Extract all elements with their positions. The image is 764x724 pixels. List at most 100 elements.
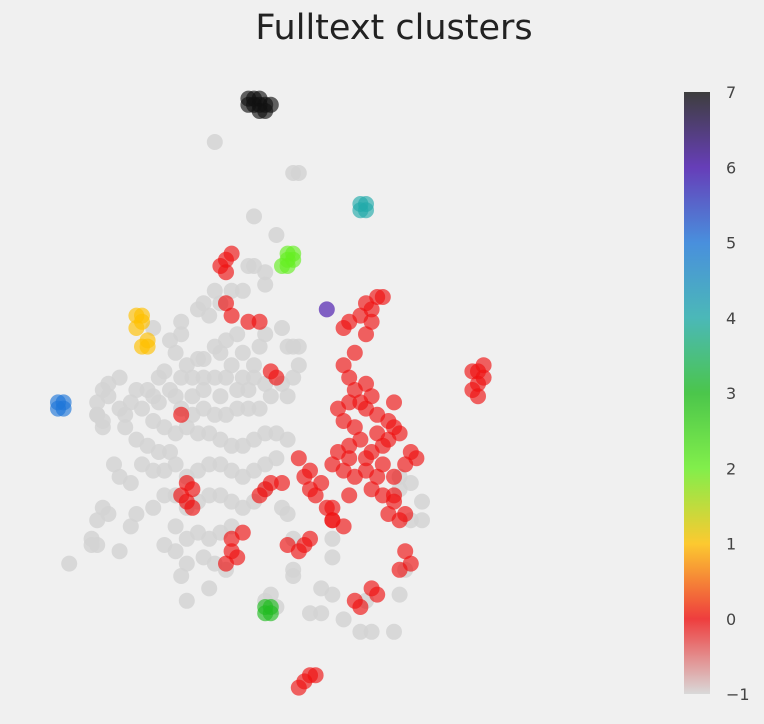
- scatter-point: [223, 437, 240, 454]
- scatter-point: [240, 258, 257, 274]
- scatter-point: [279, 431, 296, 448]
- scatter-point: [402, 475, 419, 491]
- scatter-point: [341, 394, 358, 411]
- scatter-point: [246, 357, 262, 374]
- scatter-point: [335, 611, 352, 628]
- scatter-point: [184, 499, 201, 516]
- scatter-point: [167, 543, 184, 560]
- scatter-point: [134, 400, 150, 417]
- colorbar-tick-label: 7: [726, 83, 736, 102]
- colorbar-tick-label: 4: [726, 309, 736, 328]
- scatter-point: [324, 549, 341, 566]
- scatter-point: [212, 344, 229, 361]
- scatter-point: [240, 382, 257, 398]
- scatter-point: [363, 301, 380, 318]
- scatter-point: [470, 388, 486, 405]
- scatter-point: [234, 344, 251, 361]
- scatter-point: [302, 530, 318, 547]
- scatter-point: [128, 431, 145, 448]
- scatter-point: [89, 406, 106, 423]
- scatter-point: [134, 338, 150, 355]
- scatter-point: [386, 623, 402, 640]
- scatter-point: [285, 245, 302, 262]
- scatter-point: [240, 90, 257, 107]
- scatter-point: [324, 530, 341, 547]
- scatter-point: [324, 586, 341, 603]
- scatter-point: [251, 487, 268, 504]
- scatter-point: [290, 450, 307, 467]
- scatter-point: [285, 369, 302, 386]
- scatter-point: [173, 369, 190, 386]
- colorbar-tick-label: −1: [726, 685, 750, 704]
- scatter-point: [358, 450, 374, 467]
- colorbar-ticks: −1 0 1 2 3 4 5 6 7: [726, 83, 750, 704]
- scatter-point: [335, 462, 352, 479]
- scatter-point: [128, 382, 145, 398]
- scatter-point: [279, 258, 296, 274]
- scatter-point: [229, 400, 246, 417]
- scatter-point: [167, 456, 184, 473]
- scatter-point: [363, 313, 380, 330]
- colorbar: [684, 92, 710, 694]
- scatter-point: [257, 425, 274, 442]
- scatter-point: [162, 444, 178, 460]
- scatter-point: [268, 369, 285, 386]
- scatter-point: [290, 679, 307, 696]
- scatter-point: [285, 338, 302, 355]
- colorbar-tick-label: 1: [726, 535, 736, 554]
- scatter-point: [262, 605, 279, 622]
- scatter-point: [201, 456, 218, 473]
- scatter-point: [167, 344, 184, 361]
- scatter-point: [307, 487, 324, 504]
- scatter-point: [374, 456, 391, 473]
- scatter-point: [190, 425, 206, 442]
- scatter-point: [218, 369, 234, 386]
- scatter-point: [111, 369, 128, 386]
- scatter-point: [156, 487, 173, 504]
- scatter-point: [302, 605, 318, 622]
- scatter-point: [369, 425, 386, 442]
- colorbar-tick-label: 5: [726, 234, 736, 253]
- scatter-point: [206, 282, 223, 299]
- scatter-point: [162, 382, 178, 398]
- scatter-point: [195, 369, 212, 386]
- points-layer: [50, 90, 492, 696]
- scatter-point: [111, 543, 128, 560]
- scatter-point: [122, 518, 139, 535]
- scatter-point: [240, 400, 257, 417]
- scatter-point: [106, 456, 122, 473]
- scatter-point: [251, 313, 268, 330]
- scatter-point: [223, 307, 240, 324]
- scatter-point: [145, 462, 162, 479]
- scatter-point: [369, 586, 386, 603]
- scatter-point: [184, 388, 201, 405]
- scatter-point: [341, 450, 358, 467]
- scatter-point: [408, 450, 425, 467]
- scatter-point: [290, 165, 307, 181]
- scatter-point: [190, 301, 206, 318]
- scatter-point: [268, 227, 285, 243]
- scatter-point: [234, 369, 251, 386]
- scatter-point: [346, 344, 363, 361]
- scatter-point: [341, 487, 358, 504]
- scatter-point: [223, 245, 240, 262]
- scatter-point: [296, 468, 313, 485]
- scatter-point: [374, 289, 391, 305]
- scatter-point: [173, 313, 190, 330]
- scatter-point: [257, 276, 274, 293]
- scatter-point: [206, 134, 223, 150]
- scatter-point: [414, 493, 430, 510]
- scatter-point: [117, 419, 134, 436]
- scatter-point: [352, 599, 369, 615]
- scatter-point: [55, 400, 72, 417]
- scatter-point: [268, 450, 285, 467]
- scatter-point: [397, 543, 414, 560]
- scatter-point: [111, 400, 128, 417]
- scatter-point: [341, 369, 358, 386]
- scatter-point: [184, 369, 201, 386]
- scatter-point: [178, 592, 195, 609]
- scatter-point: [391, 586, 408, 603]
- scatter-point: [246, 208, 262, 225]
- scatter-point: [212, 388, 229, 405]
- scatter-point: [262, 388, 279, 405]
